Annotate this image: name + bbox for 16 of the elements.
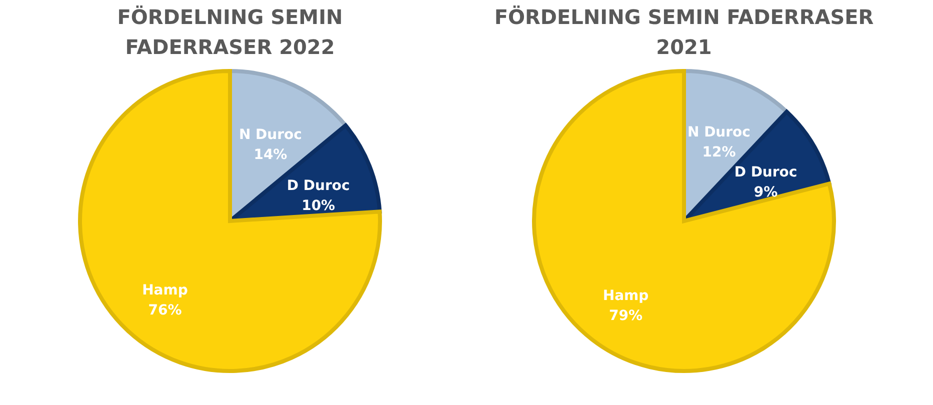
data-label: 76% (148, 302, 182, 318)
slice-label: D Duroc (734, 164, 798, 181)
pie-slice (532, 69, 836, 373)
data-label: 14% (254, 147, 288, 164)
pie-slice (78, 69, 382, 373)
slice-label: N Duroc (238, 127, 302, 144)
slice-label: Hamp (142, 282, 188, 298)
data-label: 79% (609, 308, 643, 324)
slice-label: N Duroc (687, 124, 750, 141)
data-label: 12% (702, 144, 736, 161)
data-label: 9% (754, 184, 778, 201)
data-label: 10% (302, 198, 336, 214)
chart-title: FÖRDELNING SEMIN FADERRASER 2021 (494, 5, 874, 59)
slice-label: Hamp (602, 288, 649, 304)
chart-title: FÖRDELNING SEMIN FADERRASER 2022 (117, 5, 343, 59)
slice-label: D Duroc (286, 178, 350, 194)
